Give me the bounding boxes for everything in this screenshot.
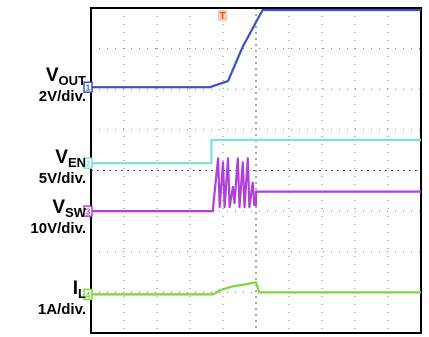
ven-scale: 5V/div.: [38, 170, 86, 187]
ven-ref-marker: 2: [83, 157, 93, 169]
ref-marker-label: 3: [86, 208, 91, 217]
channel-ref-markers: 1 2 3 4: [83, 81, 93, 301]
il-scale: 1A/div.: [37, 301, 86, 318]
ven-label: VEN 5V/div.: [38, 147, 86, 187]
ref-marker-label: 2: [86, 160, 91, 169]
ref-marker-box: [83, 288, 93, 301]
il-label: IL 1A/div.: [37, 278, 86, 318]
ref-marker-box: [83, 81, 93, 93]
ref-marker-label: 1: [86, 84, 91, 93]
il-trace: [91, 281, 421, 296]
trigger-marker-box: [218, 10, 227, 21]
vsw-trace: [91, 157, 421, 213]
vout-trace: [91, 8, 421, 89]
vout-label: VOUT 2V/div.: [38, 65, 86, 105]
graticule-grid: [91, 8, 421, 333]
trace-layer: [91, 8, 421, 296]
ref-marker-box: [83, 205, 93, 217]
trigger-marker: T: [218, 10, 227, 22]
trigger-marker-label: T: [219, 11, 225, 22]
vout-scale: 2V/div.: [38, 88, 86, 105]
ref-marker-box: [83, 157, 93, 169]
il-ref-marker: 4: [83, 288, 93, 301]
ref-marker-label: 4: [86, 291, 91, 300]
vout-ref-marker: 1: [83, 81, 93, 93]
ven-trace: [91, 138, 421, 165]
vsw-label: VSW 10V/div.: [30, 197, 86, 237]
plot-frame: [90, 7, 422, 334]
vsw-ref-marker: 3: [83, 205, 93, 217]
vsw-scale: 10V/div.: [30, 220, 86, 237]
